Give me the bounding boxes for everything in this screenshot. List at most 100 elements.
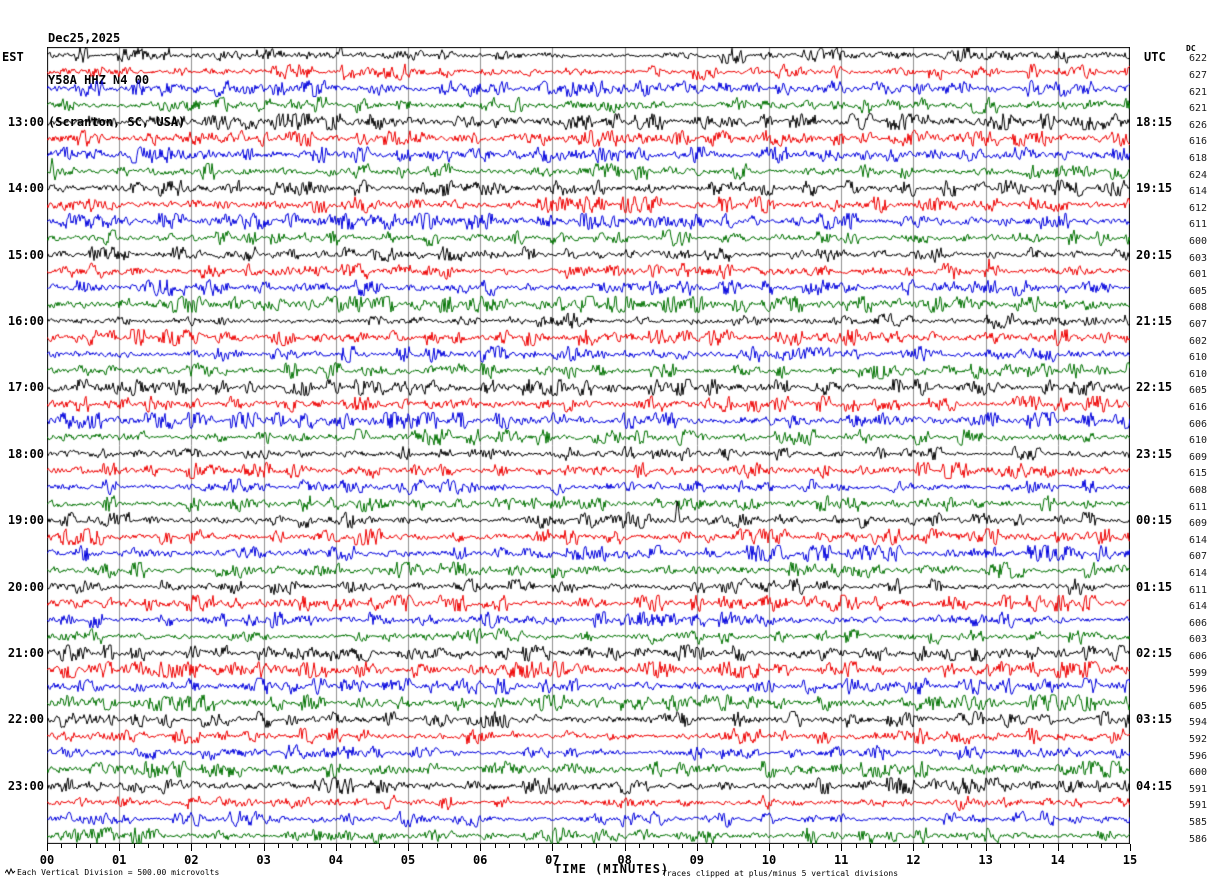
x-axis-minor-tick (61, 844, 63, 848)
x-axis-major-tick (335, 844, 337, 851)
est-time-label: 20:00 (7, 579, 44, 594)
dc-offset-value: 594 (1189, 717, 1208, 729)
x-axis-minor-tick (812, 844, 814, 848)
x-axis-minor-tick (971, 844, 973, 848)
utc-time-label: 19:15 (1136, 181, 1173, 196)
x-axis-minor-tick (494, 844, 496, 848)
x-axis-minor-tick (278, 844, 280, 848)
dc-offset-value: 606 (1189, 418, 1208, 430)
x-axis-major-tick (769, 844, 770, 851)
dc-offset-value: 612 (1189, 202, 1208, 214)
x-axis-major-tick (552, 844, 554, 851)
x-axis-minor-tick (249, 844, 251, 848)
x-axis-minor-tick (855, 844, 857, 848)
dc-offset-value: 611 (1189, 584, 1208, 596)
x-axis-major-tick (1057, 844, 1059, 851)
x-axis-minor-tick (162, 844, 164, 848)
dc-offset-value: 586 (1189, 833, 1208, 845)
x-axis-label: TIME (MINUTES) (554, 862, 670, 876)
x-axis-minor-tick (292, 844, 294, 848)
est-time-label: 14:00 (7, 181, 44, 196)
dc-offset-value: 599 (1189, 667, 1208, 679)
dc-offset-value: 601 (1189, 269, 1208, 281)
est-time-label: 17:00 (7, 380, 44, 395)
x-axis-major-tick (480, 844, 482, 851)
mini-waveform-icon (5, 867, 16, 876)
utc-time-label: 23:15 (1136, 446, 1173, 461)
x-axis-tick-label: 05 (400, 853, 416, 867)
utc-time-label: 04:15 (1136, 778, 1173, 793)
dc-offset-value: 610 (1189, 435, 1208, 447)
dc-offset-value: 614 (1189, 568, 1208, 580)
x-axis-minor-tick (682, 844, 684, 848)
dc-offset-value: 592 (1189, 734, 1208, 746)
x-axis-minor-tick (436, 844, 438, 848)
x-axis-minor-tick (927, 844, 929, 848)
x-axis-minor-tick (90, 844, 92, 848)
dc-offset-value: 596 (1189, 750, 1208, 762)
x-axis-minor-tick (509, 844, 511, 848)
x-axis-tick-label: 10 (761, 853, 777, 867)
x-axis-minor-tick (653, 844, 655, 848)
x-axis-minor-tick (523, 844, 525, 848)
dc-offset-value: 600 (1189, 235, 1208, 247)
scale-note: Each Vertical Division = 500.00 microvol… (17, 868, 220, 877)
dc-offset-value: 600 (1189, 767, 1208, 779)
x-axis-minor-tick (754, 844, 756, 848)
x-axis-tick-label: 02 (184, 853, 199, 867)
dc-offset-value: 591 (1189, 800, 1208, 812)
x-axis-tick-label: 07 (545, 853, 560, 867)
x-axis-minor-tick (306, 844, 308, 848)
x-axis-minor-tick (898, 844, 900, 848)
x-axis-tick-label: 11 (833, 853, 849, 867)
dc-offset-value: 616 (1189, 401, 1208, 413)
x-axis-minor-tick (465, 844, 467, 848)
dc-offset-value: 605 (1189, 385, 1208, 397)
dc-offset-value: 596 (1189, 684, 1208, 696)
dc-offset-value: 605 (1189, 700, 1208, 712)
est-time-label: 16:00 (7, 313, 44, 328)
utc-time-label: 22:15 (1136, 380, 1173, 395)
x-axis-minor-tick (566, 844, 568, 848)
utc-time-label: 18:15 (1136, 114, 1173, 129)
dc-offset-value: 627 (1189, 69, 1208, 81)
x-axis-minor-tick (364, 844, 366, 848)
x-axis-minor-tick (1086, 844, 1088, 848)
x-axis-minor-tick (725, 844, 727, 848)
dc-column-header: DC (1186, 44, 1196, 53)
x-axis-minor-tick (870, 844, 872, 848)
x-axis-major-tick (191, 844, 193, 851)
dc-offset-value: 621 (1189, 103, 1208, 115)
dc-offset-value: 602 (1189, 335, 1208, 347)
x-axis-tick-label: 13 (978, 853, 993, 867)
seismogram-traces-canvas (47, 47, 1130, 844)
est-time-label: 22:00 (7, 712, 44, 727)
dc-offset-value: 616 (1189, 136, 1208, 148)
dc-offset-value: 614 (1189, 534, 1208, 546)
dc-offset-value: 626 (1189, 119, 1208, 131)
utc-time-label: 02:15 (1136, 646, 1173, 661)
est-time-label: 18:00 (7, 446, 44, 461)
utc-time-label: 21:15 (1136, 313, 1173, 328)
x-axis-tick-label: 09 (689, 853, 705, 867)
x-axis-major-tick (985, 844, 987, 851)
x-axis-minor-tick (610, 844, 612, 848)
left-axis-header: EST (2, 50, 24, 64)
dc-offset-value: 591 (1189, 783, 1208, 795)
dc-offset-value: 611 (1189, 501, 1208, 513)
x-axis-tick-label: 06 (472, 853, 488, 867)
x-axis-minor-tick (956, 844, 958, 848)
x-axis-tick-label: 03 (256, 853, 271, 867)
x-axis-minor-tick (740, 844, 742, 848)
x-axis-minor-tick (451, 844, 453, 848)
x-axis-minor-tick (581, 844, 583, 848)
x-axis-tick-label: 04 (328, 853, 344, 867)
dc-offset-value: 608 (1189, 485, 1208, 496)
dc-offset-value: 606 (1189, 651, 1208, 663)
x-axis-minor-tick (379, 844, 381, 848)
x-axis-minor-tick (234, 844, 236, 848)
x-axis-minor-tick (350, 844, 352, 848)
x-axis-minor-tick (104, 844, 106, 848)
dc-offset-value: 607 (1189, 318, 1208, 330)
